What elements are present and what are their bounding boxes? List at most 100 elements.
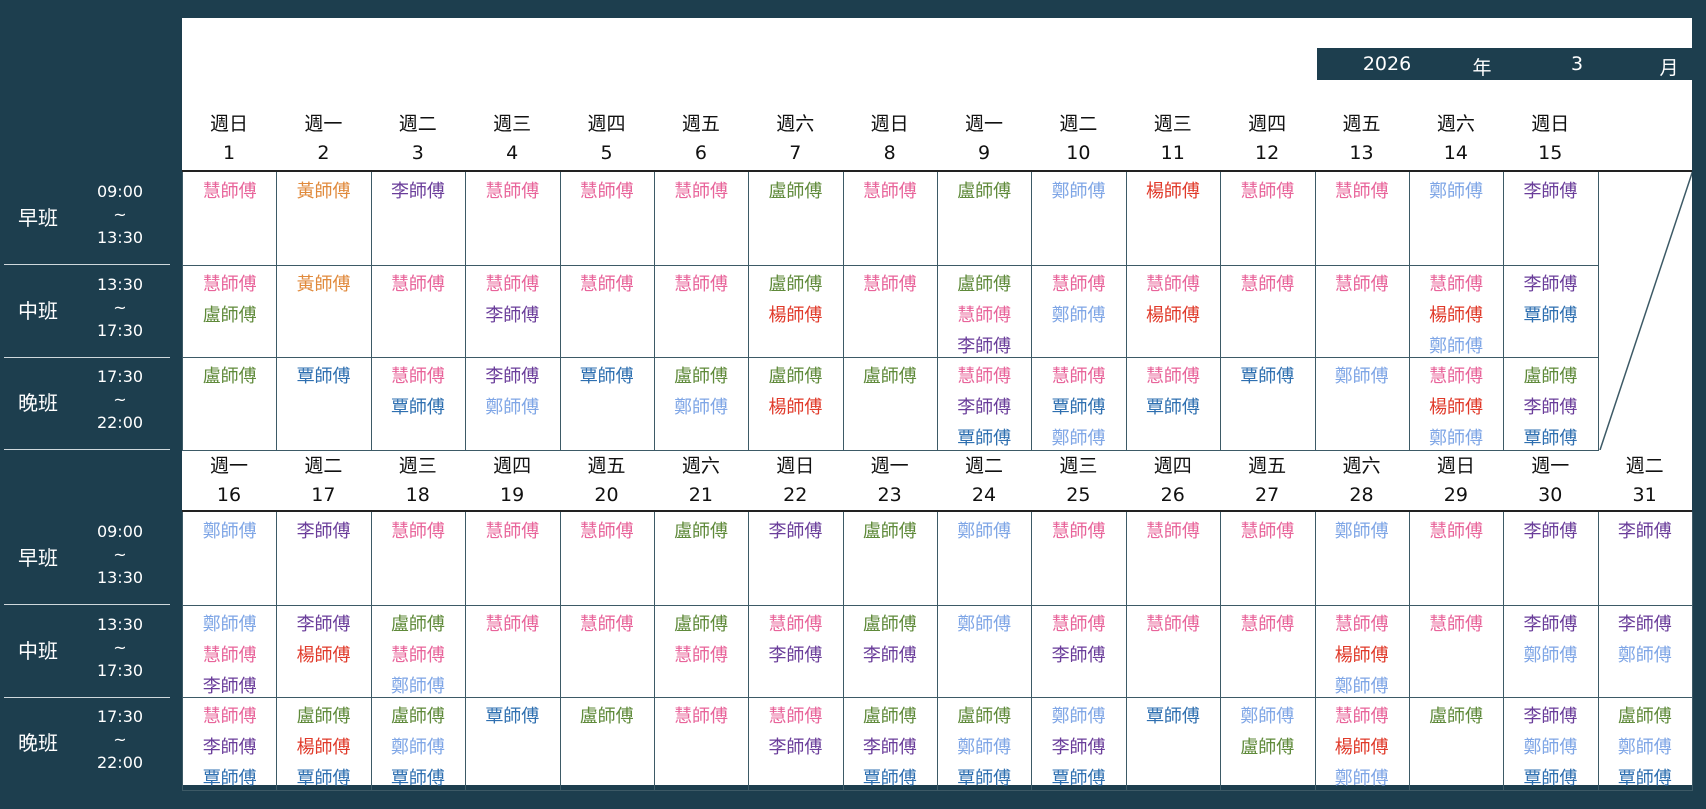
shift-cell[interactable]: 慧師傅 [370, 264, 467, 358]
weekday-label: 週一 [209, 455, 248, 477]
shift-cell[interactable]: 盧師傅 [842, 357, 938, 451]
shift-cell[interactable]: 慧師傅 楊師傅 鄭師傅 [1314, 697, 1410, 791]
shift-cell[interactable]: 慧師傅 [842, 172, 938, 266]
shift-cell[interactable]: 慧師傅 [370, 512, 467, 606]
shift-cell[interactable]: 李師傅 [276, 512, 372, 606]
shift-cell[interactable]: 鄭師傅 [182, 512, 278, 606]
teacher-entry: 鄭師傅 [1523, 737, 1578, 758]
shift-cell[interactable]: 鄭師傅 [1408, 172, 1505, 266]
shift-cell[interactable]: 覃師傅 [1220, 357, 1316, 451]
shift-cell[interactable]: 慧師傅 李師傅 [1031, 604, 1127, 698]
shift-cell[interactable]: 慧師傅 [1314, 172, 1410, 266]
shift-cell[interactable]: 盧師傅 楊師傅 覃師傅 [276, 697, 372, 791]
shift-cell[interactable]: 慧師傅 李師傅 覃師傅 [182, 697, 278, 791]
shift-cell[interactable]: 盧師傅 [842, 512, 938, 606]
shift-cell[interactable]: 盧師傅 李師傅 覃師傅 [842, 697, 938, 791]
shift-cell[interactable]: 慧師傅 覃師傅 鄭師傅 [1031, 357, 1127, 451]
shift-cell[interactable]: 覃師傅 [276, 357, 372, 451]
shift-cell[interactable]: 慧師傅 鄭師傅 [1031, 264, 1127, 358]
shift-cell[interactable]: 覃師傅 [465, 697, 561, 791]
shift-cell[interactable]: 李師傅 [370, 172, 467, 266]
shift-cell[interactable]: 慧師傅 楊師傅 鄭師傅 [1408, 357, 1505, 451]
shift-cell[interactable]: 慧師傅 李師傅 [748, 604, 844, 698]
shift-cell[interactable]: 李師傅 鄭師傅 [1597, 604, 1693, 698]
shift-cell[interactable]: 慧師傅 [465, 604, 561, 698]
shift-cell[interactable]: 慧師傅 [842, 264, 938, 358]
shift-cell[interactable]: 李師傅 鄭師傅 覃師傅 [1503, 697, 1599, 791]
shift-cell[interactable]: 慧師傅 [559, 604, 655, 698]
shift-cell[interactable]: 慧師傅 [182, 172, 278, 266]
month-value[interactable]: 3 [1570, 53, 1584, 75]
shift-cell[interactable]: 慧師傅 [653, 264, 750, 358]
shift-time-part: ~ [113, 545, 127, 564]
shift-cell[interactable]: 鄭師傅 [937, 512, 1033, 606]
shift-cell[interactable]: 慧師傅 覃師傅 [370, 357, 467, 451]
shift-cell[interactable]: 黃師傅 [276, 264, 372, 358]
shift-cell[interactable]: 慧師傅 [1408, 604, 1505, 698]
shift-cell[interactable]: 慧師傅 [1220, 172, 1316, 266]
shift-cell[interactable]: 李師傅 鄭師傅 [465, 357, 561, 451]
shift-cell[interactable]: 盧師傅 [182, 357, 278, 451]
shift-cell[interactable]: 鄭師傅 慧師傅 李師傅 [182, 604, 278, 698]
shift-cell[interactable]: 李師傅 [1503, 512, 1599, 606]
year-value[interactable]: 2026 [1362, 53, 1412, 75]
shift-cell[interactable]: 慧師傅 [1220, 264, 1316, 358]
shift-cell[interactable]: 慧師傅 [653, 697, 750, 791]
shift-cell[interactable]: 盧師傅 [937, 172, 1033, 266]
shift-cell[interactable]: 鄭師傅 [1031, 172, 1127, 266]
shift-cell[interactable]: 鄭師傅 [1314, 512, 1410, 606]
shift-cell[interactable]: 覃師傅 [1125, 697, 1222, 791]
shift-cell[interactable]: 盧師傅 李師傅 覃師傅 [1503, 357, 1599, 451]
shift-cell[interactable]: 慧師傅 李師傅 覃師傅 [937, 357, 1033, 451]
shift-cell[interactable]: 盧師傅 楊師傅 [748, 264, 844, 358]
shift-cell[interactable]: 慧師傅 [559, 172, 655, 266]
shift-cell[interactable]: 鄭師傅 [1314, 357, 1410, 451]
day-number: 26 [1160, 484, 1185, 506]
shift-cell[interactable]: 盧師傅 鄭師傅 覃師傅 [937, 697, 1033, 791]
shift-cell[interactable]: 慧師傅 楊師傅 鄭師傅 [1314, 604, 1410, 698]
shift-cell[interactable]: 盧師傅 慧師傅 李師傅 [937, 264, 1033, 358]
shift-cell[interactable]: 慧師傅 李師傅 [748, 697, 844, 791]
shift-cell[interactable]: 盧師傅 鄭師傅 [653, 357, 750, 451]
shift-cell[interactable]: 慧師傅 [1408, 512, 1505, 606]
shift-cell[interactable]: 慧師傅 [653, 172, 750, 266]
shift-cell[interactable]: 盧師傅 [653, 512, 750, 606]
shift-cell[interactable]: 李師傅 覃師傅 [1503, 264, 1599, 358]
shift-cell[interactable]: 盧師傅 慧師傅 鄭師傅 [370, 604, 467, 698]
shift-cell[interactable]: 慧師傅 [465, 512, 561, 606]
shift-cell[interactable]: 慧師傅 [1125, 512, 1222, 606]
shift-cell[interactable]: 慧師傅 [1125, 604, 1222, 698]
shift-cell[interactable]: 盧師傅 鄭師傅 覃師傅 [370, 697, 467, 791]
shift-cell[interactable]: 慧師傅 [1220, 604, 1316, 698]
shift-cell[interactable]: 慧師傅 [1031, 512, 1127, 606]
shift-time-part: 13:30 [96, 228, 144, 247]
shift-cell[interactable]: 盧師傅 慧師傅 [653, 604, 750, 698]
shift-cell[interactable]: 覃師傅 [559, 357, 655, 451]
shift-cell[interactable]: 李師傅 鄭師傅 [1503, 604, 1599, 698]
shift-cell[interactable]: 李師傅 [748, 512, 844, 606]
shift-cell[interactable]: 黃師傅 [276, 172, 372, 266]
shift-cell[interactable]: 慧師傅 覃師傅 [1125, 357, 1222, 451]
shift-cell[interactable]: 鄭師傅 李師傅 覃師傅 [1031, 697, 1127, 791]
shift-cell[interactable]: 盧師傅 [559, 697, 655, 791]
shift-cell[interactable]: 鄭師傅 盧師傅 [1220, 697, 1316, 791]
shift-cell[interactable]: 李師傅 楊師傅 [276, 604, 372, 698]
shift-cell[interactable]: 盧師傅 [1408, 697, 1505, 791]
shift-cell[interactable]: 李師傅 [1597, 512, 1693, 606]
shift-cell[interactable]: 盧師傅 李師傅 [842, 604, 938, 698]
shift-cell[interactable]: 慧師傅 [1220, 512, 1316, 606]
shift-cell[interactable]: 盧師傅 鄭師傅 覃師傅 [1597, 697, 1693, 791]
shift-cell[interactable]: 慧師傅 [1314, 264, 1410, 358]
shift-cell[interactable]: 李師傅 [1503, 172, 1599, 266]
shift-cell[interactable]: 慧師傅 [559, 512, 655, 606]
shift-cell[interactable]: 慧師傅 楊師傅 鄭師傅 [1408, 264, 1505, 358]
shift-cell[interactable]: 慧師傅 盧師傅 [182, 264, 278, 358]
shift-cell[interactable]: 慧師傅 楊師傅 [1125, 264, 1222, 358]
shift-cell[interactable]: 慧師傅 [559, 264, 655, 358]
shift-cell[interactable]: 盧師傅 [748, 172, 844, 266]
shift-cell[interactable]: 慧師傅 李師傅 [465, 264, 561, 358]
shift-cell[interactable]: 慧師傅 [465, 172, 561, 266]
shift-cell[interactable]: 楊師傅 [1125, 172, 1222, 266]
shift-cell[interactable]: 鄭師傅 [937, 604, 1033, 698]
shift-cell[interactable]: 盧師傅 楊師傅 [748, 357, 844, 451]
